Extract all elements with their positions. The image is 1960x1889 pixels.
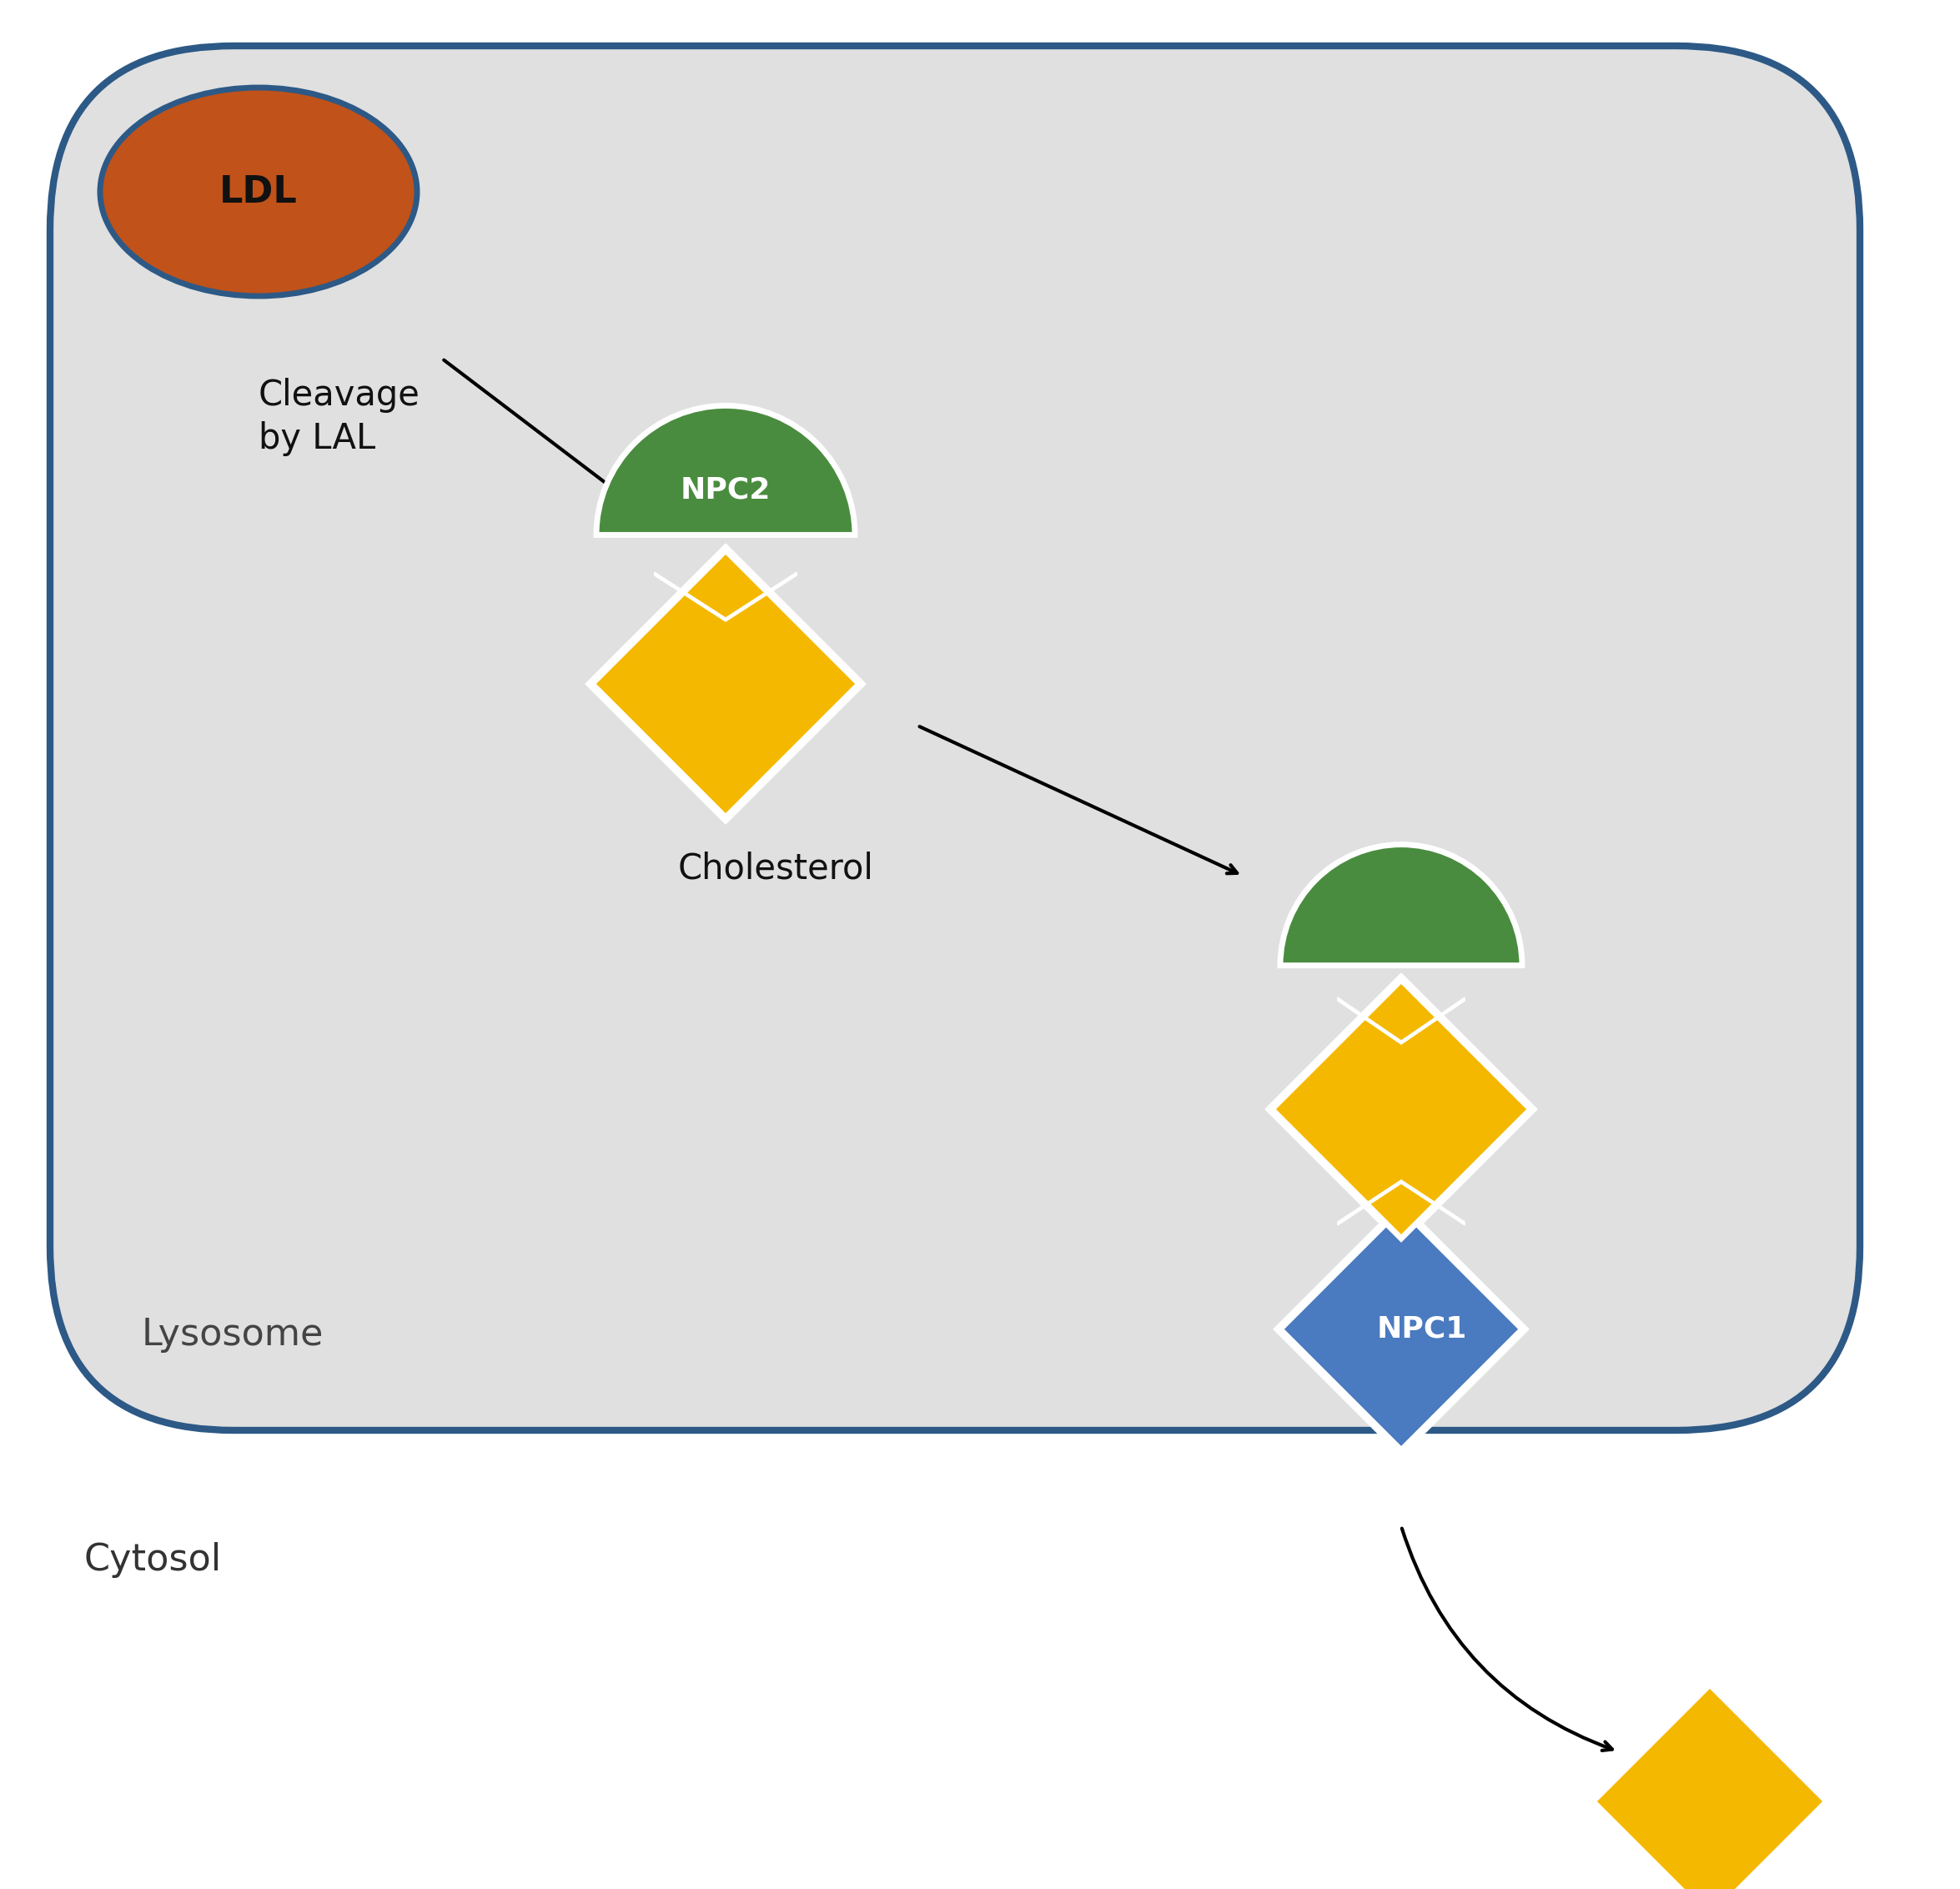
- Wedge shape: [596, 406, 855, 535]
- Text: NPC1: NPC1: [1376, 1315, 1468, 1343]
- Polygon shape: [586, 544, 866, 824]
- Text: Cleavage
by LAL: Cleavage by LAL: [259, 378, 419, 455]
- Polygon shape: [1339, 1181, 1464, 1226]
- Polygon shape: [1280, 1209, 1523, 1451]
- Polygon shape: [1272, 980, 1531, 1239]
- Polygon shape: [592, 550, 858, 818]
- Wedge shape: [1280, 844, 1523, 965]
- Polygon shape: [1274, 1201, 1529, 1456]
- Text: Lysosome: Lysosome: [141, 1317, 323, 1353]
- Text: NPC2: NPC2: [680, 476, 770, 504]
- Polygon shape: [1593, 1685, 1827, 1889]
- Text: Cholesterol: Cholesterol: [678, 850, 874, 886]
- FancyBboxPatch shape: [51, 45, 1860, 1430]
- Polygon shape: [1266, 973, 1537, 1245]
- Polygon shape: [655, 572, 796, 621]
- Polygon shape: [1339, 997, 1464, 1045]
- Text: LDL: LDL: [220, 174, 298, 210]
- Text: Cytosol: Cytosol: [84, 1541, 221, 1577]
- Ellipse shape: [100, 87, 417, 297]
